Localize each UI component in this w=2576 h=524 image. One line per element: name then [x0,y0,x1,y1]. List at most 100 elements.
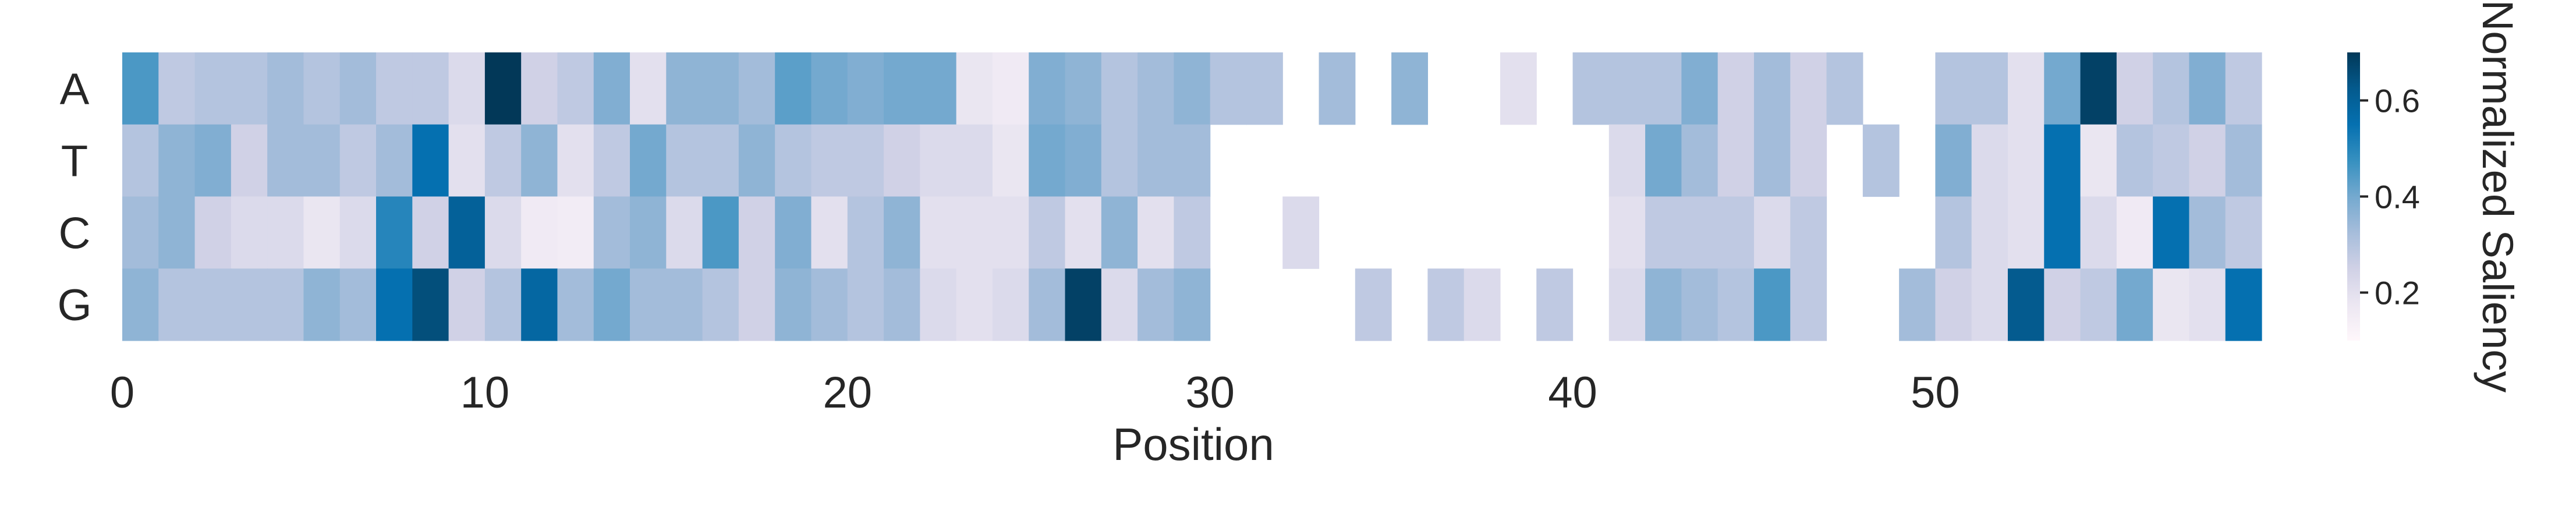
heatmap-cell-C-24 [992,196,1029,269]
heatmap-cell-C-46 [1790,196,1827,269]
heatmap-cell-A-23 [956,52,993,125]
heatmap-cell-C-17 [738,196,775,269]
heatmap-cell-G-39 [1536,268,1574,341]
heatmap-cell-G-4 [267,268,304,341]
heatmap-cell-T-2 [194,124,232,197]
x-axis-label: Position [1112,419,1274,470]
heatmap-cell-T-58 [2225,124,2262,197]
heatmap-cell-C-51 [1971,196,2008,269]
heatmap-cell-T-7 [376,124,413,197]
row-label-T: T [61,137,88,186]
heatmap-cell-T-53 [2044,124,2081,197]
heatmap-cell-T-41 [1608,124,1646,197]
heatmap-cell-C-50 [1935,196,1972,269]
colorbar-tick-label: 0.4 [2375,179,2420,215]
heatmap-cell-C-23 [956,196,993,269]
heatmap-cell-A-21 [884,52,920,125]
heatmap-cell-G-2 [194,268,232,341]
heatmap-cell-T-5 [303,124,341,197]
heatmap-cell-C-2 [194,196,232,269]
heatmap-cell-T-56 [2153,124,2190,197]
colorbar-label: Normalized Saliency [2474,0,2522,392]
heatmap-cell-A-2 [194,52,232,125]
heatmap-cell-C-26 [1065,196,1102,269]
heatmap-cell-C-56 [2153,196,2190,269]
heatmap-cell-G-21 [884,268,920,341]
heatmap-cell-A-54 [2080,52,2117,125]
row-label-A: A [60,65,90,114]
heatmap-cell-A-26 [1065,52,1102,125]
colorbar-tick-label: 0.2 [2375,275,2420,311]
x-tick-label-20: 20 [823,368,873,417]
heatmap-cell-C-4 [267,196,304,269]
heatmap-cell-G-52 [2007,268,2044,341]
heatmap-cell-T-1 [158,124,196,197]
heatmap-cell-T-0 [122,124,159,197]
heatmap-cell-G-42 [1645,268,1682,341]
colorbar-ticks: 0.2 0.4 0.6 [2360,83,2420,311]
heatmap-cell-T-23 [956,124,993,197]
heatmap-cell-A-0 [122,52,159,125]
heatmap-cell-T-20 [847,124,884,197]
heatmap-cell-C-7 [376,196,413,269]
heatmap-cell-G-0 [122,268,159,341]
heatmap-cell-C-8 [412,196,449,269]
heatmap-cell-G-15 [666,268,703,341]
heatmap-cell-A-25 [1029,52,1066,125]
heatmap-cell-A-35 [1391,52,1428,125]
heatmap-cell-G-11 [521,268,558,341]
heatmap-cell-A-9 [448,52,486,125]
heatmap-cell-C-5 [303,196,341,269]
heatmap-cell-C-16 [702,196,739,269]
heatmap-cell-A-33 [1319,52,1356,125]
heatmap-cell-T-21 [884,124,920,197]
heatmap-cell-G-20 [847,268,884,341]
heatmap-cell-C-58 [2225,196,2262,269]
heatmap-cell-C-19 [811,196,848,269]
heatmap-cell-T-54 [2080,124,2117,197]
heatmap-cell-T-15 [666,124,703,197]
heatmap-cell-A-27 [1101,52,1138,125]
heatmap-cell-G-56 [2153,268,2190,341]
heatmap-cell-A-5 [303,52,341,125]
heatmap-cell-G-24 [992,268,1029,341]
heatmap-cell-C-57 [2189,196,2226,269]
heatmap-cell-G-44 [1717,268,1755,341]
heatmap-cell-G-9 [448,268,486,341]
heatmap-cell-A-56 [2153,52,2190,125]
heatmap-cell-A-10 [484,52,522,125]
heatmap-cell-C-29 [1174,196,1211,269]
heatmap-cell-G-55 [2116,268,2153,341]
heatmap-cell-A-47 [1826,52,1863,125]
heatmap-cell-T-42 [1645,124,1682,197]
heatmap-cell-C-21 [884,196,920,269]
heatmap-cell-A-22 [920,52,957,125]
heatmap-cell-A-53 [2044,52,2081,125]
heatmap-cell-A-19 [811,52,848,125]
heatmap-cell-A-42 [1645,52,1682,125]
heatmap-cell-A-7 [376,52,413,125]
heatmap-cell-G-8 [412,268,449,341]
heatmap-cell-A-24 [992,52,1029,125]
heatmap-cell-A-51 [1971,52,2008,125]
heatmap-cell-G-27 [1101,268,1138,341]
heatmap-cell-A-57 [2189,52,2226,125]
heatmap-cell-T-24 [992,124,1029,197]
heatmap-cell-T-13 [593,124,630,197]
heatmap-cell-C-52 [2007,196,2044,269]
heatmap-cell-G-54 [2080,268,2117,341]
x-tick-label-0: 0 [110,368,134,417]
heatmap-cell-A-18 [775,52,812,125]
heatmap-cell-G-25 [1029,268,1066,341]
heatmap-cell-C-11 [521,196,558,269]
heatmap-cell-G-57 [2189,268,2226,341]
heatmap-cell-C-54 [2080,196,2117,269]
heatmap-cell-T-4 [267,124,304,197]
heatmap-cell-A-43 [1681,52,1718,125]
heatmap-cell-G-49 [1899,268,1936,341]
heatmap-cell-A-15 [666,52,703,125]
heatmap-cell-A-58 [2225,52,2262,125]
heatmap-cell-G-18 [775,268,812,341]
